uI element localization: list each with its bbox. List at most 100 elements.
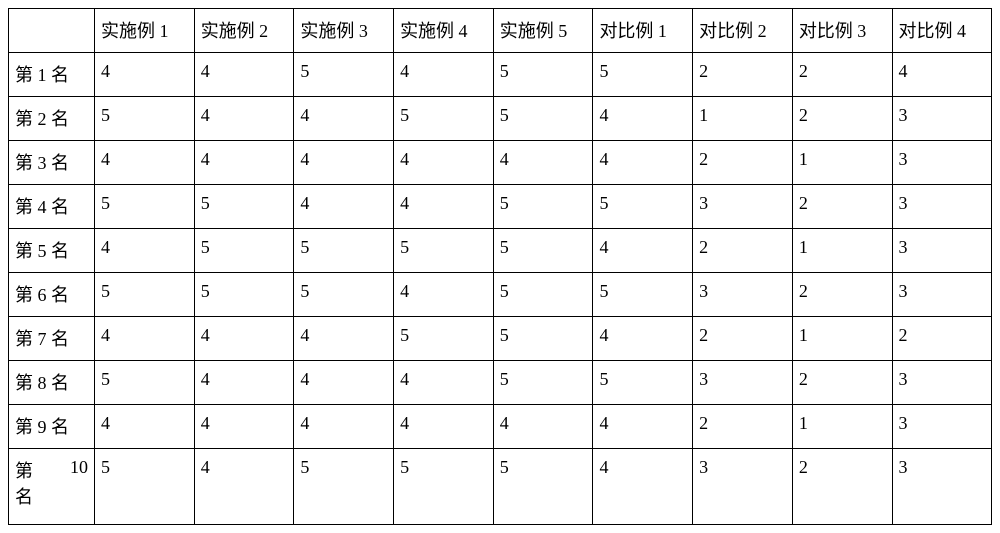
data-cell: 2 [693, 141, 793, 185]
data-cell: 4 [194, 317, 294, 361]
row-header: 第 7 名 [9, 317, 95, 361]
data-cell: 5 [194, 273, 294, 317]
data-cell: 2 [693, 229, 793, 273]
data-cell: 4 [294, 361, 394, 405]
data-table-container: 实施例 1 实施例 2 实施例 3 实施例 4 实施例 5 对比例 1 对比例 … [8, 8, 992, 525]
data-cell: 3 [892, 97, 992, 141]
table-row: 第 8 名 5 4 4 4 5 5 3 2 3 [9, 361, 992, 405]
row-header: 第 6 名 [9, 273, 95, 317]
data-cell: 4 [95, 229, 195, 273]
row-header: 第 3 名 [9, 141, 95, 185]
data-cell: 2 [792, 273, 892, 317]
data-cell: 5 [294, 53, 394, 97]
data-cell: 5 [394, 97, 494, 141]
data-cell: 4 [394, 141, 494, 185]
data-cell: 1 [693, 97, 793, 141]
corner-cell [9, 9, 95, 53]
data-cell: 1 [792, 229, 892, 273]
data-cell: 2 [792, 185, 892, 229]
table-row: 第 5 名 4 5 5 5 5 4 2 1 3 [9, 229, 992, 273]
data-cell: 5 [95, 361, 195, 405]
data-cell: 4 [593, 449, 693, 525]
data-cell: 5 [194, 185, 294, 229]
data-cell: 2 [792, 53, 892, 97]
data-cell: 5 [593, 185, 693, 229]
data-cell: 1 [792, 405, 892, 449]
data-cell: 3 [693, 185, 793, 229]
data-cell: 5 [294, 449, 394, 525]
table-row: 第 9 名 4 4 4 4 4 4 2 1 3 [9, 405, 992, 449]
data-cell: 5 [493, 53, 593, 97]
col-header: 实施例 5 [493, 9, 593, 53]
data-cell: 3 [892, 229, 992, 273]
data-cell: 1 [792, 141, 892, 185]
data-cell: 3 [892, 141, 992, 185]
row-header: 第 8 名 [9, 361, 95, 405]
data-cell: 2 [792, 97, 892, 141]
data-cell: 3 [693, 273, 793, 317]
data-cell: 5 [593, 273, 693, 317]
data-cell: 4 [493, 405, 593, 449]
data-cell: 5 [493, 97, 593, 141]
data-cell: 5 [394, 317, 494, 361]
row-header-part-left: 第 [15, 457, 33, 483]
data-cell: 4 [394, 361, 494, 405]
data-cell: 4 [294, 405, 394, 449]
data-cell: 4 [194, 97, 294, 141]
data-cell: 4 [294, 141, 394, 185]
table-row: 第 1 名 4 4 5 4 5 5 2 2 4 [9, 53, 992, 97]
data-cell: 5 [493, 273, 593, 317]
table-row: 第 4 名 5 5 4 4 5 5 3 2 3 [9, 185, 992, 229]
data-cell: 5 [593, 361, 693, 405]
data-cell: 2 [693, 53, 793, 97]
data-cell: 4 [194, 53, 294, 97]
data-cell: 5 [95, 449, 195, 525]
data-cell: 2 [792, 361, 892, 405]
data-cell: 2 [693, 405, 793, 449]
data-cell: 5 [294, 273, 394, 317]
col-header: 对比例 1 [593, 9, 693, 53]
data-cell: 1 [792, 317, 892, 361]
table-row: 第 6 名 5 5 5 4 5 5 3 2 3 [9, 273, 992, 317]
data-cell: 4 [194, 405, 294, 449]
table-head: 实施例 1 实施例 2 实施例 3 实施例 4 实施例 5 对比例 1 对比例 … [9, 9, 992, 53]
data-cell: 4 [394, 53, 494, 97]
data-cell: 4 [95, 317, 195, 361]
data-cell: 5 [95, 185, 195, 229]
table-row: 第 2 名 5 4 4 5 5 4 1 2 3 [9, 97, 992, 141]
data-cell: 5 [493, 185, 593, 229]
col-header: 实施例 2 [194, 9, 294, 53]
data-cell: 4 [394, 273, 494, 317]
col-header: 实施例 1 [95, 9, 195, 53]
col-header: 对比例 2 [693, 9, 793, 53]
data-cell: 3 [892, 185, 992, 229]
data-cell: 4 [394, 185, 494, 229]
data-cell: 2 [693, 317, 793, 361]
data-cell: 5 [493, 361, 593, 405]
data-cell: 5 [493, 317, 593, 361]
col-header: 对比例 4 [892, 9, 992, 53]
data-cell: 4 [95, 141, 195, 185]
row-header: 第 10 名 [9, 449, 95, 525]
data-cell: 4 [294, 317, 394, 361]
data-cell: 3 [693, 361, 793, 405]
data-cell: 4 [95, 53, 195, 97]
table-row: 第 3 名 4 4 4 4 4 4 2 1 3 [9, 141, 992, 185]
data-cell: 4 [593, 97, 693, 141]
data-cell: 5 [394, 229, 494, 273]
data-cell: 5 [95, 97, 195, 141]
data-cell: 3 [892, 361, 992, 405]
data-cell: 4 [294, 185, 394, 229]
row-header: 第 5 名 [9, 229, 95, 273]
data-cell: 4 [294, 97, 394, 141]
data-cell: 2 [792, 449, 892, 525]
data-cell: 5 [493, 229, 593, 273]
data-table: 实施例 1 实施例 2 实施例 3 实施例 4 实施例 5 对比例 1 对比例 … [8, 8, 992, 525]
row-header: 第 1 名 [9, 53, 95, 97]
data-cell: 2 [892, 317, 992, 361]
data-cell: 4 [394, 405, 494, 449]
table-row: 第 10 名 5 4 5 5 5 4 3 2 3 [9, 449, 992, 525]
col-header: 实施例 3 [294, 9, 394, 53]
data-cell: 3 [892, 405, 992, 449]
data-cell: 5 [493, 449, 593, 525]
